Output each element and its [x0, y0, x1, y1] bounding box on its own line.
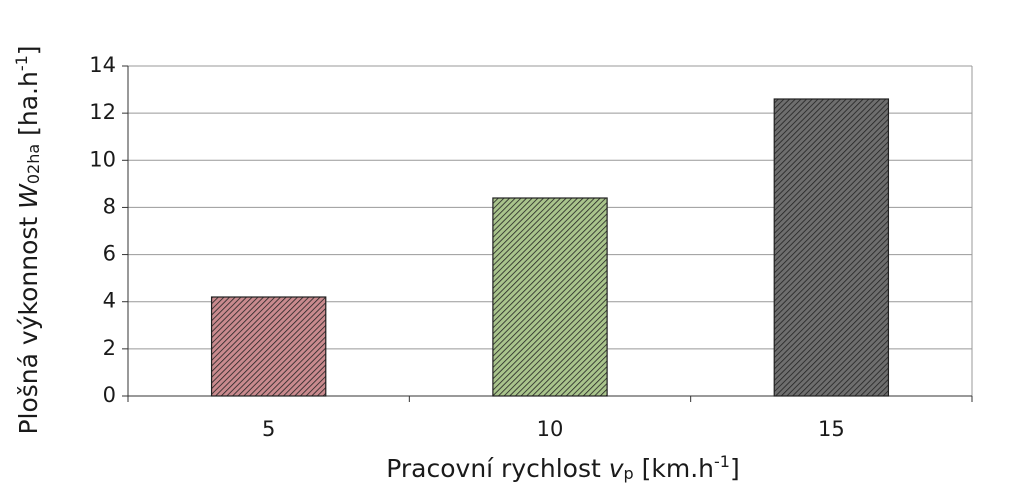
x-label-part: v: [609, 454, 625, 483]
bar: [773, 98, 890, 397]
y-label-part: W: [14, 183, 43, 209]
y-tick-label: 4: [103, 289, 116, 313]
y-label-part: ]: [14, 45, 43, 55]
x-axis-label: Pracovní rychlost vp [km.h-1]: [386, 452, 740, 483]
bar: [492, 197, 608, 397]
y-label-part: -1: [12, 55, 31, 71]
y-label-part: Plošná výkonnost: [14, 209, 43, 435]
bar: [210, 296, 327, 397]
y-label-part: 02ha: [24, 144, 43, 184]
y-tick-label: 2: [103, 336, 116, 360]
x-tick-label: 10: [537, 417, 564, 441]
x-label-part: p: [624, 464, 634, 483]
y-tick-label: 12: [89, 100, 116, 124]
x-label-part: Pracovní rychlost: [386, 454, 609, 483]
y-tick-label: 6: [103, 242, 116, 266]
x-label-part: -1: [714, 452, 730, 471]
y-tick-label: 14: [89, 53, 116, 77]
y-tick-label: 10: [89, 147, 116, 171]
x-tick-label: 15: [818, 417, 845, 441]
x-tick-label: 5: [262, 417, 275, 441]
y-tick-label: 8: [103, 194, 116, 218]
y-label-part: [ha.h: [14, 71, 43, 144]
y-tick-label: 0: [103, 383, 116, 407]
x-label-part: ]: [730, 454, 740, 483]
y-axis-label: Plošná výkonnost W02ha [ha.h-1]: [12, 45, 43, 434]
x-label-part: [km.h: [634, 454, 714, 483]
